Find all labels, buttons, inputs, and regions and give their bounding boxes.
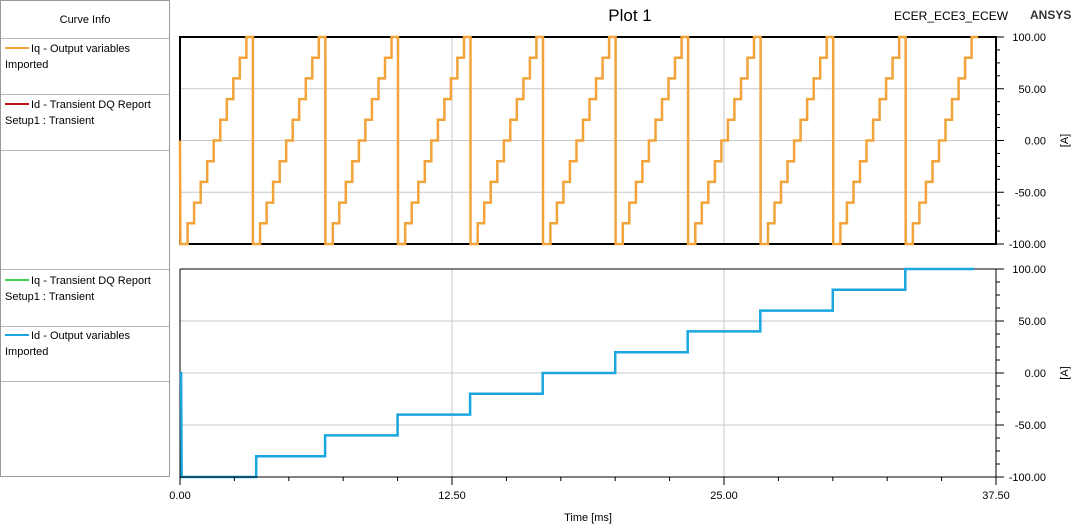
legend-swatch [5, 279, 29, 282]
legend-entry-id-output[interactable]: Id - Output variables Imported [1, 325, 169, 382]
design-name: ECER_ECE3_ECEW [894, 9, 1009, 23]
legend-entry-sub: Setup1 : Transient [5, 291, 95, 303]
vendor-logo: ANSYS [1030, 8, 1072, 22]
legend-header: Curve Info [1, 1, 169, 39]
x-axis-title: Time [ms] [564, 512, 612, 524]
legend-swatch [5, 47, 29, 50]
y-axis-title: [A] [1059, 134, 1071, 147]
series-line-iq-output-variables [178, 35, 979, 246]
legend-entry-id-transient[interactable]: Id - Transient DQ Report Setup1 : Transi… [1, 94, 169, 151]
x-tick-label: 12.50 [438, 490, 466, 502]
legend-entry-sub: Setup1 : Transient [5, 115, 95, 127]
legend-entry-sub: Imported [5, 59, 49, 71]
plot-title: Plot 1 [608, 6, 652, 25]
curve-info-legend: Curve Info Iq - Output variables Importe… [0, 0, 170, 477]
y-tick-label: -50.00 [1015, 187, 1046, 199]
y-tick-label: 50.00 [1018, 84, 1046, 96]
x-tick-label: 25.00 [710, 490, 738, 502]
series-line-id-output-variables [179, 267, 975, 479]
y-tick-label: -100.00 [1009, 239, 1046, 251]
legend-entry-name: Iq - Transient DQ Report [31, 275, 151, 287]
legend-swatch [5, 103, 29, 106]
legend-swatch [5, 334, 29, 337]
y-tick-label: 50.00 [1018, 316, 1046, 328]
x-tick-label: 37.50 [982, 490, 1010, 502]
legend-entry-sub: Imported [5, 346, 49, 358]
y-tick-label: 100.00 [1012, 32, 1046, 44]
legend-entry-iq-output[interactable]: Iq - Output variables Imported [1, 38, 169, 95]
y-tick-label: 0.00 [1025, 136, 1046, 148]
y-axis-title: [A] [1059, 366, 1071, 379]
legend-entry-name: Id - Output variables [31, 330, 131, 342]
legend-entry-name: Id - Transient DQ Report [31, 99, 151, 111]
legend-entry-name: Iq - Output variables [31, 43, 131, 55]
legend-entry-iq-transient[interactable]: Iq - Transient DQ Report Setup1 : Transi… [1, 269, 169, 327]
x-tick-label: 0.00 [169, 490, 190, 502]
y-tick-label: -100.00 [1009, 472, 1046, 484]
y-tick-label: 100.00 [1012, 264, 1046, 276]
y-tick-label: -50.00 [1015, 420, 1046, 432]
y-tick-label: 0.00 [1025, 368, 1046, 380]
